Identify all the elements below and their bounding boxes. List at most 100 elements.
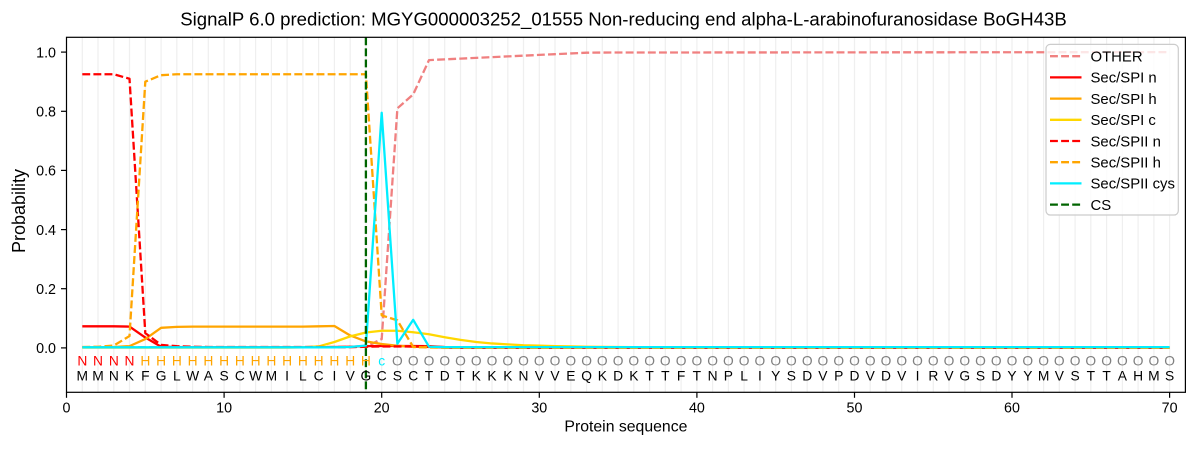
svg-text:70: 70 xyxy=(1162,400,1178,416)
svg-text:S: S xyxy=(219,368,228,383)
svg-text:N: N xyxy=(93,354,103,369)
svg-text:50: 50 xyxy=(847,400,863,416)
svg-text:N: N xyxy=(519,368,529,383)
svg-text:K: K xyxy=(125,368,135,383)
svg-text:Sec/SPI h: Sec/SPI h xyxy=(1091,92,1157,108)
svg-text:I: I xyxy=(332,368,336,383)
svg-text:K: K xyxy=(629,368,639,383)
svg-text:O: O xyxy=(849,354,860,369)
svg-text:O: O xyxy=(471,354,482,369)
svg-text:D: D xyxy=(850,368,860,383)
svg-text:O: O xyxy=(1085,354,1096,369)
svg-text:Sec/SPII n: Sec/SPII n xyxy=(1091,134,1161,150)
svg-text:C: C xyxy=(235,368,245,383)
svg-text:V: V xyxy=(866,368,876,383)
svg-text:O: O xyxy=(896,354,907,369)
svg-text:O: O xyxy=(487,354,498,369)
svg-text:O: O xyxy=(1007,354,1018,369)
svg-text:Y: Y xyxy=(771,368,780,383)
svg-text:0.8: 0.8 xyxy=(36,105,56,121)
svg-text:T: T xyxy=(661,368,670,383)
svg-text:H: H xyxy=(314,354,324,369)
svg-text:G: G xyxy=(959,368,970,383)
svg-text:H: H xyxy=(298,354,308,369)
svg-text:N: N xyxy=(109,354,119,369)
svg-text:M: M xyxy=(77,368,89,383)
svg-text:M: M xyxy=(1148,368,1160,383)
svg-text:V: V xyxy=(1055,368,1065,383)
svg-text:O: O xyxy=(707,354,718,369)
svg-text:H: H xyxy=(266,354,276,369)
svg-text:D: D xyxy=(881,368,891,383)
svg-text:A: A xyxy=(204,368,214,383)
svg-text:O: O xyxy=(439,354,450,369)
svg-text:60: 60 xyxy=(1004,400,1020,416)
svg-text:S: S xyxy=(787,368,796,383)
svg-text:O: O xyxy=(865,354,876,369)
svg-text:O: O xyxy=(565,354,576,369)
svg-text:I: I xyxy=(758,368,762,383)
svg-text:SignalP 6.0 prediction: MGYG00: SignalP 6.0 prediction: MGYG000003252_01… xyxy=(180,8,1067,30)
svg-text:C: C xyxy=(314,368,324,383)
svg-text:V: V xyxy=(535,368,545,383)
svg-text:L: L xyxy=(740,368,748,383)
svg-text:N: N xyxy=(708,368,718,383)
svg-text:T: T xyxy=(425,368,434,383)
svg-text:O: O xyxy=(991,354,1002,369)
svg-text:30: 30 xyxy=(531,400,547,416)
svg-text:T: T xyxy=(1087,368,1096,383)
svg-text:O: O xyxy=(408,354,419,369)
svg-text:T: T xyxy=(456,368,465,383)
svg-text:N: N xyxy=(125,354,135,369)
svg-text:O: O xyxy=(723,354,734,369)
svg-text:G: G xyxy=(361,368,372,383)
svg-text:H: H xyxy=(188,354,198,369)
svg-text:S: S xyxy=(1070,368,1079,383)
svg-text:S: S xyxy=(1165,368,1174,383)
svg-text:O: O xyxy=(944,354,955,369)
svg-text:H: H xyxy=(329,354,339,369)
svg-text:F: F xyxy=(677,368,685,383)
svg-text:M: M xyxy=(266,368,278,383)
svg-text:K: K xyxy=(472,368,482,383)
svg-text:L: L xyxy=(299,368,307,383)
svg-text:P: P xyxy=(724,368,733,383)
svg-text:0: 0 xyxy=(63,400,71,416)
svg-text:I: I xyxy=(285,368,289,383)
svg-text:O: O xyxy=(550,354,561,369)
svg-text:10: 10 xyxy=(216,400,232,416)
svg-text:Sec/SPI n: Sec/SPI n xyxy=(1091,71,1157,87)
svg-text:H: H xyxy=(282,354,292,369)
svg-text:Sec/SPII h: Sec/SPII h xyxy=(1091,156,1161,172)
svg-text:G: G xyxy=(156,368,167,383)
svg-text:OTHER: OTHER xyxy=(1091,50,1143,66)
svg-text:W: W xyxy=(186,368,199,383)
svg-text:H: H xyxy=(345,354,355,369)
svg-text:P: P xyxy=(834,368,843,383)
svg-text:O: O xyxy=(660,354,671,369)
svg-text:N: N xyxy=(77,354,87,369)
svg-text:O: O xyxy=(392,354,403,369)
svg-text:O: O xyxy=(1149,354,1160,369)
svg-text:O: O xyxy=(818,354,829,369)
svg-text:V: V xyxy=(550,368,560,383)
svg-text:40: 40 xyxy=(689,400,705,416)
svg-text:H: H xyxy=(156,354,166,369)
svg-text:D: D xyxy=(991,368,1001,383)
svg-text:V: V xyxy=(818,368,828,383)
svg-text:O: O xyxy=(928,354,939,369)
svg-text:S: S xyxy=(393,368,402,383)
svg-text:O: O xyxy=(1164,354,1175,369)
svg-text:O: O xyxy=(613,354,624,369)
svg-text:M: M xyxy=(92,368,104,383)
svg-text:O: O xyxy=(1133,354,1144,369)
svg-text:O: O xyxy=(1117,354,1128,369)
svg-text:H: H xyxy=(251,354,261,369)
svg-text:F: F xyxy=(141,368,149,383)
svg-text:O: O xyxy=(455,354,466,369)
svg-text:0.2: 0.2 xyxy=(36,282,56,298)
svg-text:O: O xyxy=(581,354,592,369)
svg-text:M: M xyxy=(1038,368,1050,383)
svg-text:H: H xyxy=(140,354,150,369)
svg-text:0.4: 0.4 xyxy=(36,223,56,239)
